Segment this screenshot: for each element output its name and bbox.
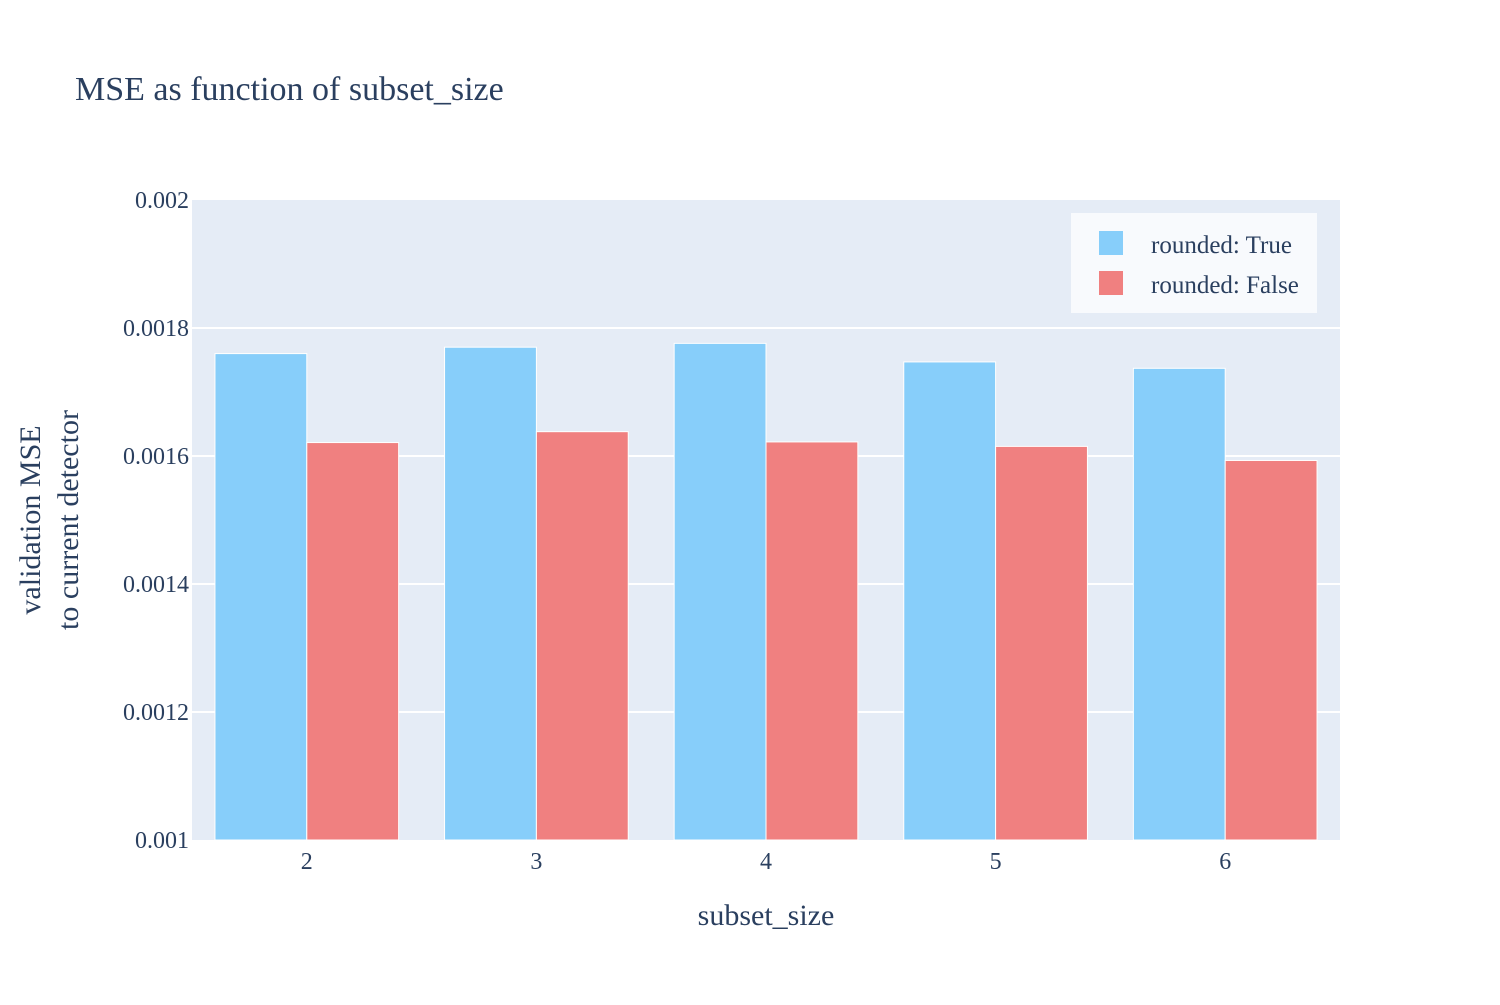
bar-rounded-true-2 <box>214 353 308 841</box>
x-tick-label: 5 <box>990 849 1002 875</box>
bar-rounded-false-6 <box>1224 459 1318 841</box>
x-axis-ticks: 2 3 4 5 6 <box>301 849 1231 875</box>
y-axis-title: validation MSE to current detector <box>14 410 85 630</box>
bar-rounded-false-4 <box>765 441 859 841</box>
x-axis-title: subset_size <box>698 899 835 932</box>
y-tick-label: 0.002 <box>135 188 189 214</box>
legend-swatch-rounded-true <box>1099 231 1123 255</box>
bar-rounded-true-3 <box>444 346 537 841</box>
bar-rounded-true-5 <box>903 361 997 841</box>
legend: rounded: True rounded: False <box>1071 213 1317 313</box>
x-tick-label: 6 <box>1219 849 1231 875</box>
y-tick-label: 0.0018 <box>123 316 189 342</box>
y-axis-title-line-2: to current detector <box>52 410 85 630</box>
legend-background <box>1071 213 1317 313</box>
bar-rounded-false-3 <box>535 431 629 841</box>
y-axis-title-line-1: validation MSE <box>14 425 47 614</box>
y-tick-label: 0.0012 <box>123 700 189 726</box>
x-tick-label: 3 <box>530 849 542 875</box>
legend-swatch-rounded-false <box>1099 271 1123 295</box>
bars <box>214 342 1318 841</box>
bar-rounded-false-5 <box>995 445 1088 841</box>
y-tick-label: 0.0014 <box>123 572 189 598</box>
legend-label-rounded-true: rounded: True <box>1151 232 1292 259</box>
bar-rounded-true-4 <box>673 342 767 841</box>
x-tick-label: 4 <box>760 849 772 875</box>
x-tick-label: 2 <box>301 849 313 875</box>
bar-rounded-true-6 <box>1132 367 1226 841</box>
legend-label-rounded-false: rounded: False <box>1151 272 1299 299</box>
y-axis-ticks: 0.001 0.0012 0.0014 0.0016 0.0018 0.002 <box>123 188 189 854</box>
bar-rounded-false-2 <box>306 442 400 841</box>
chart-title: MSE as function of subset_size <box>75 71 504 108</box>
y-tick-label: 0.0016 <box>123 444 189 470</box>
y-tick-label: 0.001 <box>135 828 189 854</box>
